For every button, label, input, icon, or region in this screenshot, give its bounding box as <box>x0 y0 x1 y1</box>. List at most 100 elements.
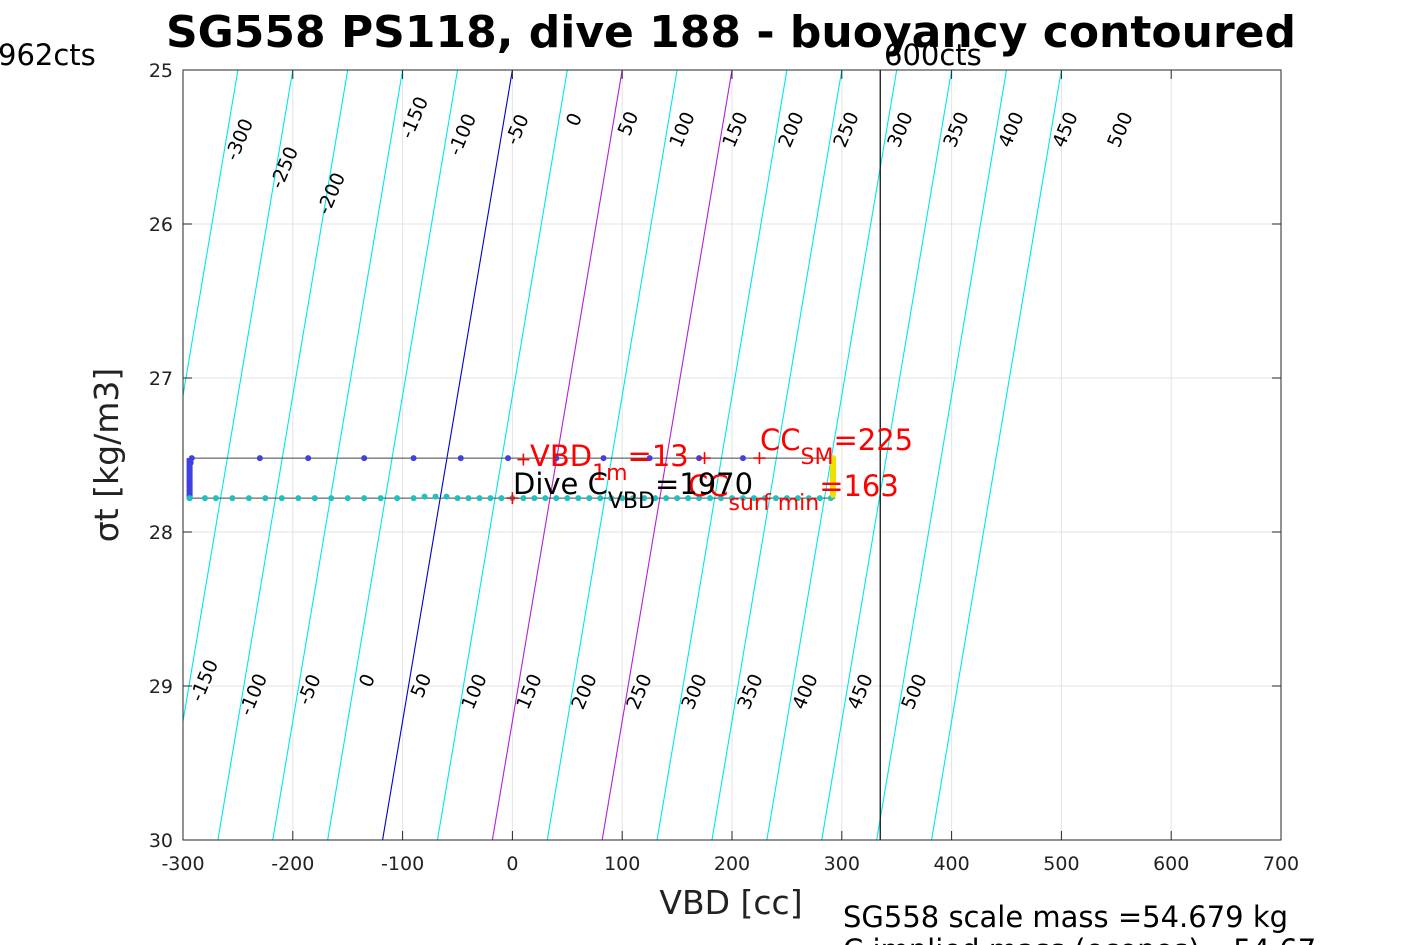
data-point <box>830 492 837 499</box>
data-point <box>696 495 703 502</box>
data-point <box>830 468 837 475</box>
data-point <box>188 455 195 462</box>
data-point <box>750 495 757 502</box>
data-point <box>186 495 193 502</box>
x-tick-label: 0 <box>506 853 518 875</box>
data-point <box>186 482 193 489</box>
data-point <box>186 468 193 475</box>
data-point <box>278 495 285 502</box>
x-tick-label: -200 <box>271 853 314 875</box>
vbd-1m-sub: 1m <box>592 461 627 486</box>
data-point <box>457 455 464 462</box>
dive-c-value: =1970 <box>655 467 753 501</box>
contour-line <box>656 70 788 840</box>
data-point <box>830 464 837 471</box>
x-tick-label: 700 <box>1263 853 1299 875</box>
y-tick-label: 30 <box>149 830 173 852</box>
data-point <box>739 495 746 502</box>
y-tick-label: 27 <box>149 368 173 390</box>
contour-line <box>272 70 404 840</box>
data-point <box>685 495 692 502</box>
dive-c-sub: VBD <box>608 489 655 514</box>
data-point <box>311 495 318 502</box>
contour-line <box>436 70 568 840</box>
data-point <box>410 455 417 462</box>
dive-c-main: Dive C <box>513 467 608 501</box>
x-tick-label: -300 <box>161 853 204 875</box>
contour-line <box>546 70 678 840</box>
cc-sm-value: =225 <box>833 423 913 457</box>
data-point <box>377 495 384 502</box>
data-point <box>575 495 582 502</box>
implied-mass-label: C implied mass (ecopos) =54.67 <box>843 933 1316 945</box>
data-point <box>361 455 368 462</box>
cc-surf-sub: surf min <box>729 491 820 516</box>
contour-line <box>931 70 1062 840</box>
data-point <box>262 495 269 502</box>
data-point <box>542 495 549 502</box>
data-point <box>344 495 351 502</box>
data-point <box>187 459 194 466</box>
svg-text:Dive CVBD=1970: Dive CVBD=1970 <box>513 467 753 514</box>
contour-line <box>601 70 733 840</box>
data-point <box>674 495 681 502</box>
data-point <box>186 487 193 494</box>
cc-sm-main: CC <box>760 423 801 457</box>
data-point <box>663 495 670 502</box>
data-point <box>830 459 837 466</box>
data-points <box>186 455 837 502</box>
data-point <box>476 495 483 502</box>
x-tick-label: 300 <box>824 853 860 875</box>
data-point <box>245 495 252 502</box>
data-point <box>553 495 560 502</box>
contour-line <box>711 70 843 840</box>
data-point <box>718 495 725 502</box>
data-point <box>212 495 219 502</box>
data-point <box>487 495 494 502</box>
x-ticks: -300 -200 -100 0 100 200 300 400 500 600 700 <box>161 70 1299 875</box>
y-tick-label: 26 <box>149 214 173 236</box>
data-point <box>505 455 512 462</box>
data-point <box>361 495 368 502</box>
y-axis-label: σt [kg/m3] <box>87 368 126 542</box>
contour-line <box>382 70 513 840</box>
contour-line <box>183 70 294 725</box>
contour-line <box>183 70 239 399</box>
data-point <box>630 495 637 502</box>
cc-sm-annotation: CCSM=225 <box>760 423 913 470</box>
data-point <box>465 495 472 502</box>
data-point <box>553 455 560 462</box>
data-point <box>646 455 653 462</box>
contour-line <box>327 70 459 840</box>
svg-text:CCSM=225: CCSM=225 <box>760 423 913 470</box>
data-point <box>229 495 236 502</box>
data-point <box>783 495 790 502</box>
y-ticks: 25 26 27 28 29 30 <box>149 60 1281 852</box>
data-point <box>421 493 428 500</box>
data-point <box>641 495 648 502</box>
data-point <box>739 455 746 462</box>
cc-surf-value: =163 <box>819 469 899 503</box>
markers <box>506 452 766 505</box>
data-point <box>772 495 779 502</box>
data-point <box>794 495 801 502</box>
y-tick-label: 28 <box>149 522 173 544</box>
contour-line <box>491 70 623 840</box>
data-point <box>830 482 837 489</box>
contour-lines <box>183 70 1062 840</box>
y-tick-label: 25 <box>149 60 173 82</box>
data-point <box>432 493 439 500</box>
data-point <box>597 495 604 502</box>
vbd-1m-value: =13 <box>628 439 689 473</box>
data-point <box>186 464 193 471</box>
svg-text:CCsurf min=163: CCsurf min=163 <box>688 469 899 516</box>
cc-sm-sub: SM <box>801 445 834 470</box>
data-point <box>201 495 208 502</box>
data-point <box>410 495 417 502</box>
x-axis-label: VBD [cc] <box>659 883 802 922</box>
data-point <box>586 495 593 502</box>
x-tick-label: 400 <box>933 853 969 875</box>
x-tick-label: -100 <box>381 853 424 875</box>
chart-title: SG558 PS118, dive 188 - buoyancy contour… <box>166 7 1296 58</box>
